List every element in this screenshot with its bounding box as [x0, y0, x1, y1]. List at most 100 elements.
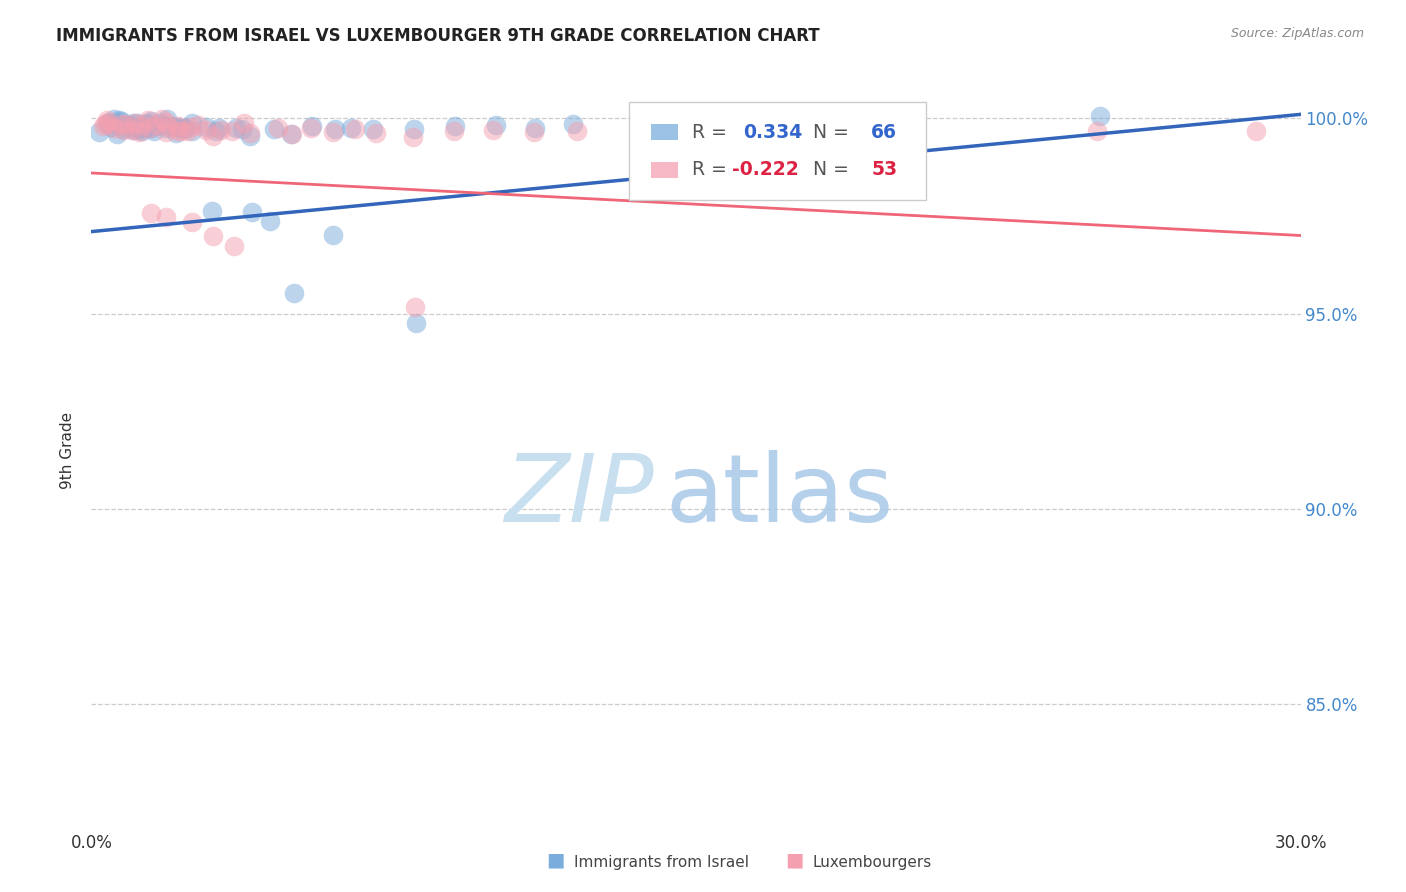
Point [103, 112, 125, 127]
Point [443, 124, 465, 138]
Point [325, 122, 347, 136]
Point [129, 118, 152, 132]
Point [239, 126, 262, 140]
Point [156, 120, 179, 135]
Point [195, 120, 218, 134]
FancyBboxPatch shape [651, 124, 678, 140]
Point [128, 125, 150, 139]
Y-axis label: 9th Grade: 9th Grade [60, 412, 76, 489]
Point [889, 121, 911, 136]
Point [1244, 123, 1267, 137]
Point [141, 121, 163, 136]
Point [100, 120, 122, 134]
Point [155, 115, 177, 129]
Point [208, 121, 231, 136]
Point [361, 121, 384, 136]
Point [259, 214, 281, 228]
Point [225, 121, 247, 136]
Point [565, 124, 588, 138]
Point [121, 122, 143, 136]
Text: atlas: atlas [665, 450, 894, 542]
Point [561, 117, 583, 131]
Point [174, 121, 197, 136]
Point [322, 125, 344, 139]
Text: Luxembourgers: Luxembourgers [813, 855, 932, 870]
Text: -0.222: -0.222 [733, 161, 799, 179]
Point [224, 239, 246, 253]
Point [155, 210, 177, 224]
Point [149, 116, 172, 130]
Point [139, 113, 162, 128]
Point [364, 127, 387, 141]
Point [143, 123, 166, 137]
Point [166, 124, 188, 138]
Text: ZIP: ZIP [503, 450, 654, 541]
Text: IMMIGRANTS FROM ISRAEL VS LUXEMBOURGER 9TH GRADE CORRELATION CHART: IMMIGRANTS FROM ISRAEL VS LUXEMBOURGER 9… [56, 27, 820, 45]
Point [97, 116, 120, 130]
Point [97, 116, 120, 130]
Point [195, 123, 218, 137]
Point [160, 119, 183, 133]
Point [167, 119, 190, 133]
Point [180, 215, 202, 229]
Point [114, 117, 136, 131]
Point [280, 127, 302, 141]
Point [301, 119, 323, 133]
Point [112, 123, 135, 137]
Point [155, 125, 177, 139]
Point [231, 122, 253, 136]
Point [155, 121, 177, 136]
Point [118, 118, 141, 132]
Point [124, 115, 146, 129]
Point [179, 120, 201, 134]
Point [121, 116, 143, 130]
Text: Immigrants from Israel: Immigrants from Israel [574, 855, 748, 870]
Point [104, 116, 127, 130]
Point [153, 118, 176, 132]
Point [105, 127, 128, 141]
Text: N =: N = [813, 122, 855, 142]
Point [97, 115, 120, 129]
Point [108, 118, 131, 132]
Point [170, 121, 193, 136]
Text: 66: 66 [872, 122, 897, 142]
Point [1088, 109, 1111, 123]
FancyBboxPatch shape [651, 161, 678, 178]
Point [91, 119, 114, 133]
Point [402, 130, 425, 145]
Point [239, 129, 262, 144]
Point [647, 116, 669, 130]
Point [1087, 123, 1109, 137]
Point [281, 127, 304, 141]
Point [485, 118, 508, 132]
Text: 53: 53 [872, 161, 897, 179]
Point [299, 121, 322, 136]
Point [96, 113, 118, 128]
Point [138, 115, 160, 129]
Point [402, 122, 425, 136]
Point [150, 112, 173, 127]
Point [232, 116, 254, 130]
Point [523, 120, 546, 135]
Point [165, 126, 187, 140]
Point [240, 205, 263, 219]
Point [110, 114, 132, 128]
Point [89, 125, 111, 139]
Point [135, 117, 157, 131]
Point [523, 125, 546, 139]
Point [266, 120, 288, 135]
Text: R =: R = [692, 122, 733, 142]
Point [177, 124, 200, 138]
Point [173, 120, 195, 135]
Point [145, 118, 167, 132]
Point [724, 121, 747, 136]
Point [128, 120, 150, 135]
Point [322, 228, 344, 243]
Point [138, 121, 160, 136]
Point [143, 119, 166, 133]
Point [121, 122, 143, 136]
Point [202, 229, 225, 244]
Point [128, 123, 150, 137]
Point [887, 114, 910, 128]
Text: 0.334: 0.334 [744, 122, 803, 142]
